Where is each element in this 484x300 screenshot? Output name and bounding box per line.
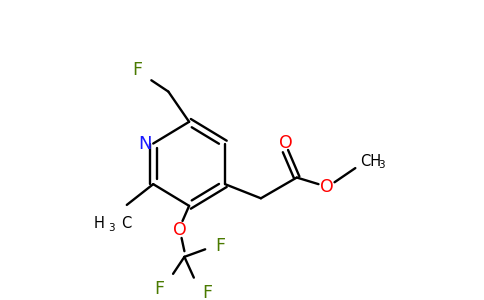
Text: N: N (138, 134, 151, 152)
Text: F: F (132, 61, 142, 79)
Text: C: C (121, 216, 131, 231)
Text: 3: 3 (108, 223, 115, 232)
Text: F: F (154, 280, 164, 298)
Text: O: O (173, 221, 186, 239)
Text: CH: CH (360, 154, 381, 169)
Text: O: O (279, 134, 292, 152)
Text: H: H (93, 216, 104, 231)
Text: O: O (320, 178, 334, 196)
Text: F: F (215, 236, 225, 254)
Text: 3: 3 (378, 160, 385, 170)
Text: F: F (202, 284, 212, 300)
